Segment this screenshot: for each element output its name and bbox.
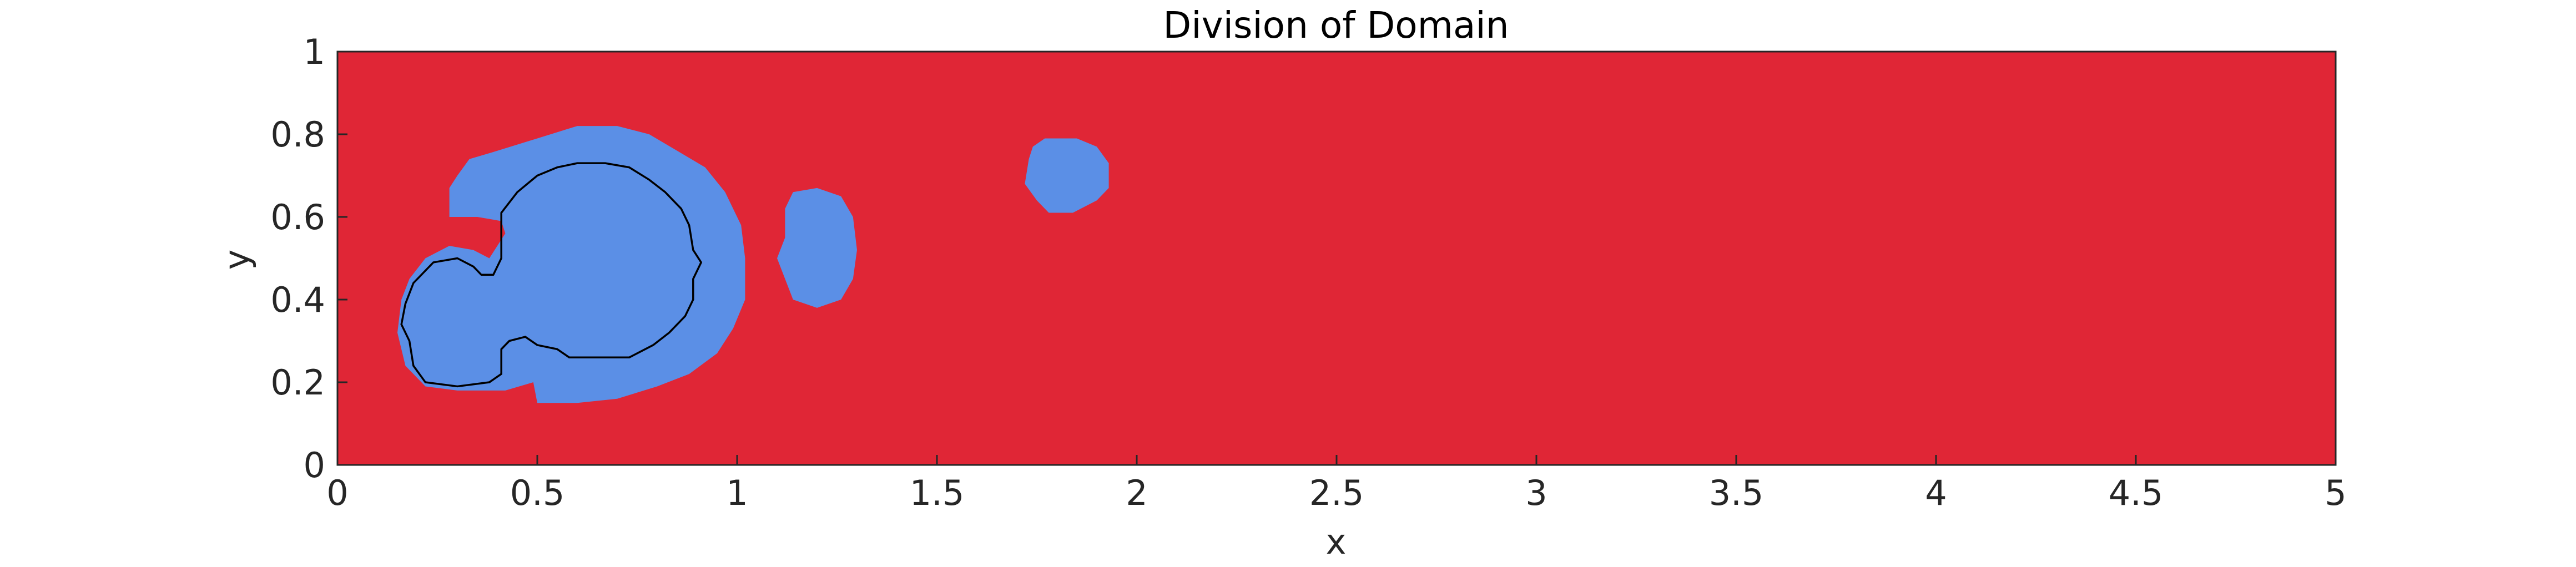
subdomain-regions — [397, 126, 1109, 403]
x-tick-label: 2.5 — [1309, 473, 1364, 513]
y-axis-label: y — [216, 250, 257, 270]
y-tick-label: 0 — [304, 445, 325, 485]
x-tick-label: 2 — [1126, 473, 1147, 513]
x-tick-label: 1.5 — [910, 473, 965, 513]
x-tick-label: 3.5 — [1709, 473, 1764, 513]
x-tick-label: 5 — [2325, 473, 2346, 513]
x-tick-label: 0.5 — [510, 473, 565, 513]
contour-line-1 — [400, 162, 702, 388]
x-tick-label: 4.5 — [2109, 473, 2164, 513]
subdomain-region-2 — [777, 188, 857, 308]
x-tick-label: 0 — [326, 473, 348, 513]
chart-title: Division of Domain — [1163, 4, 1509, 47]
contour-lines — [400, 162, 702, 388]
x-axis-ticks: 0 0.5 1 1.5 2 2.5 3 3.5 4 4.5 5 — [326, 455, 2347, 513]
y-tick-label: 0.4 — [270, 280, 325, 320]
x-tick-label: 3 — [1525, 473, 1547, 513]
y-tick-label: 0.8 — [270, 114, 325, 155]
subdomain-region-1 — [397, 126, 745, 403]
x-axis-label: x — [1326, 522, 1347, 562]
y-tick-label: 1 — [304, 32, 325, 72]
x-tick-label: 1 — [726, 473, 748, 513]
y-tick-label: 0.2 — [270, 362, 325, 403]
y-tick-label: 0.6 — [270, 197, 325, 237]
subdomain-region-3 — [1025, 138, 1109, 213]
x-tick-label: 4 — [1925, 473, 1947, 513]
y-axis-ticks: 0 0.2 0.4 0.6 0.8 1 — [270, 32, 347, 485]
plot-area — [336, 50, 2337, 466]
